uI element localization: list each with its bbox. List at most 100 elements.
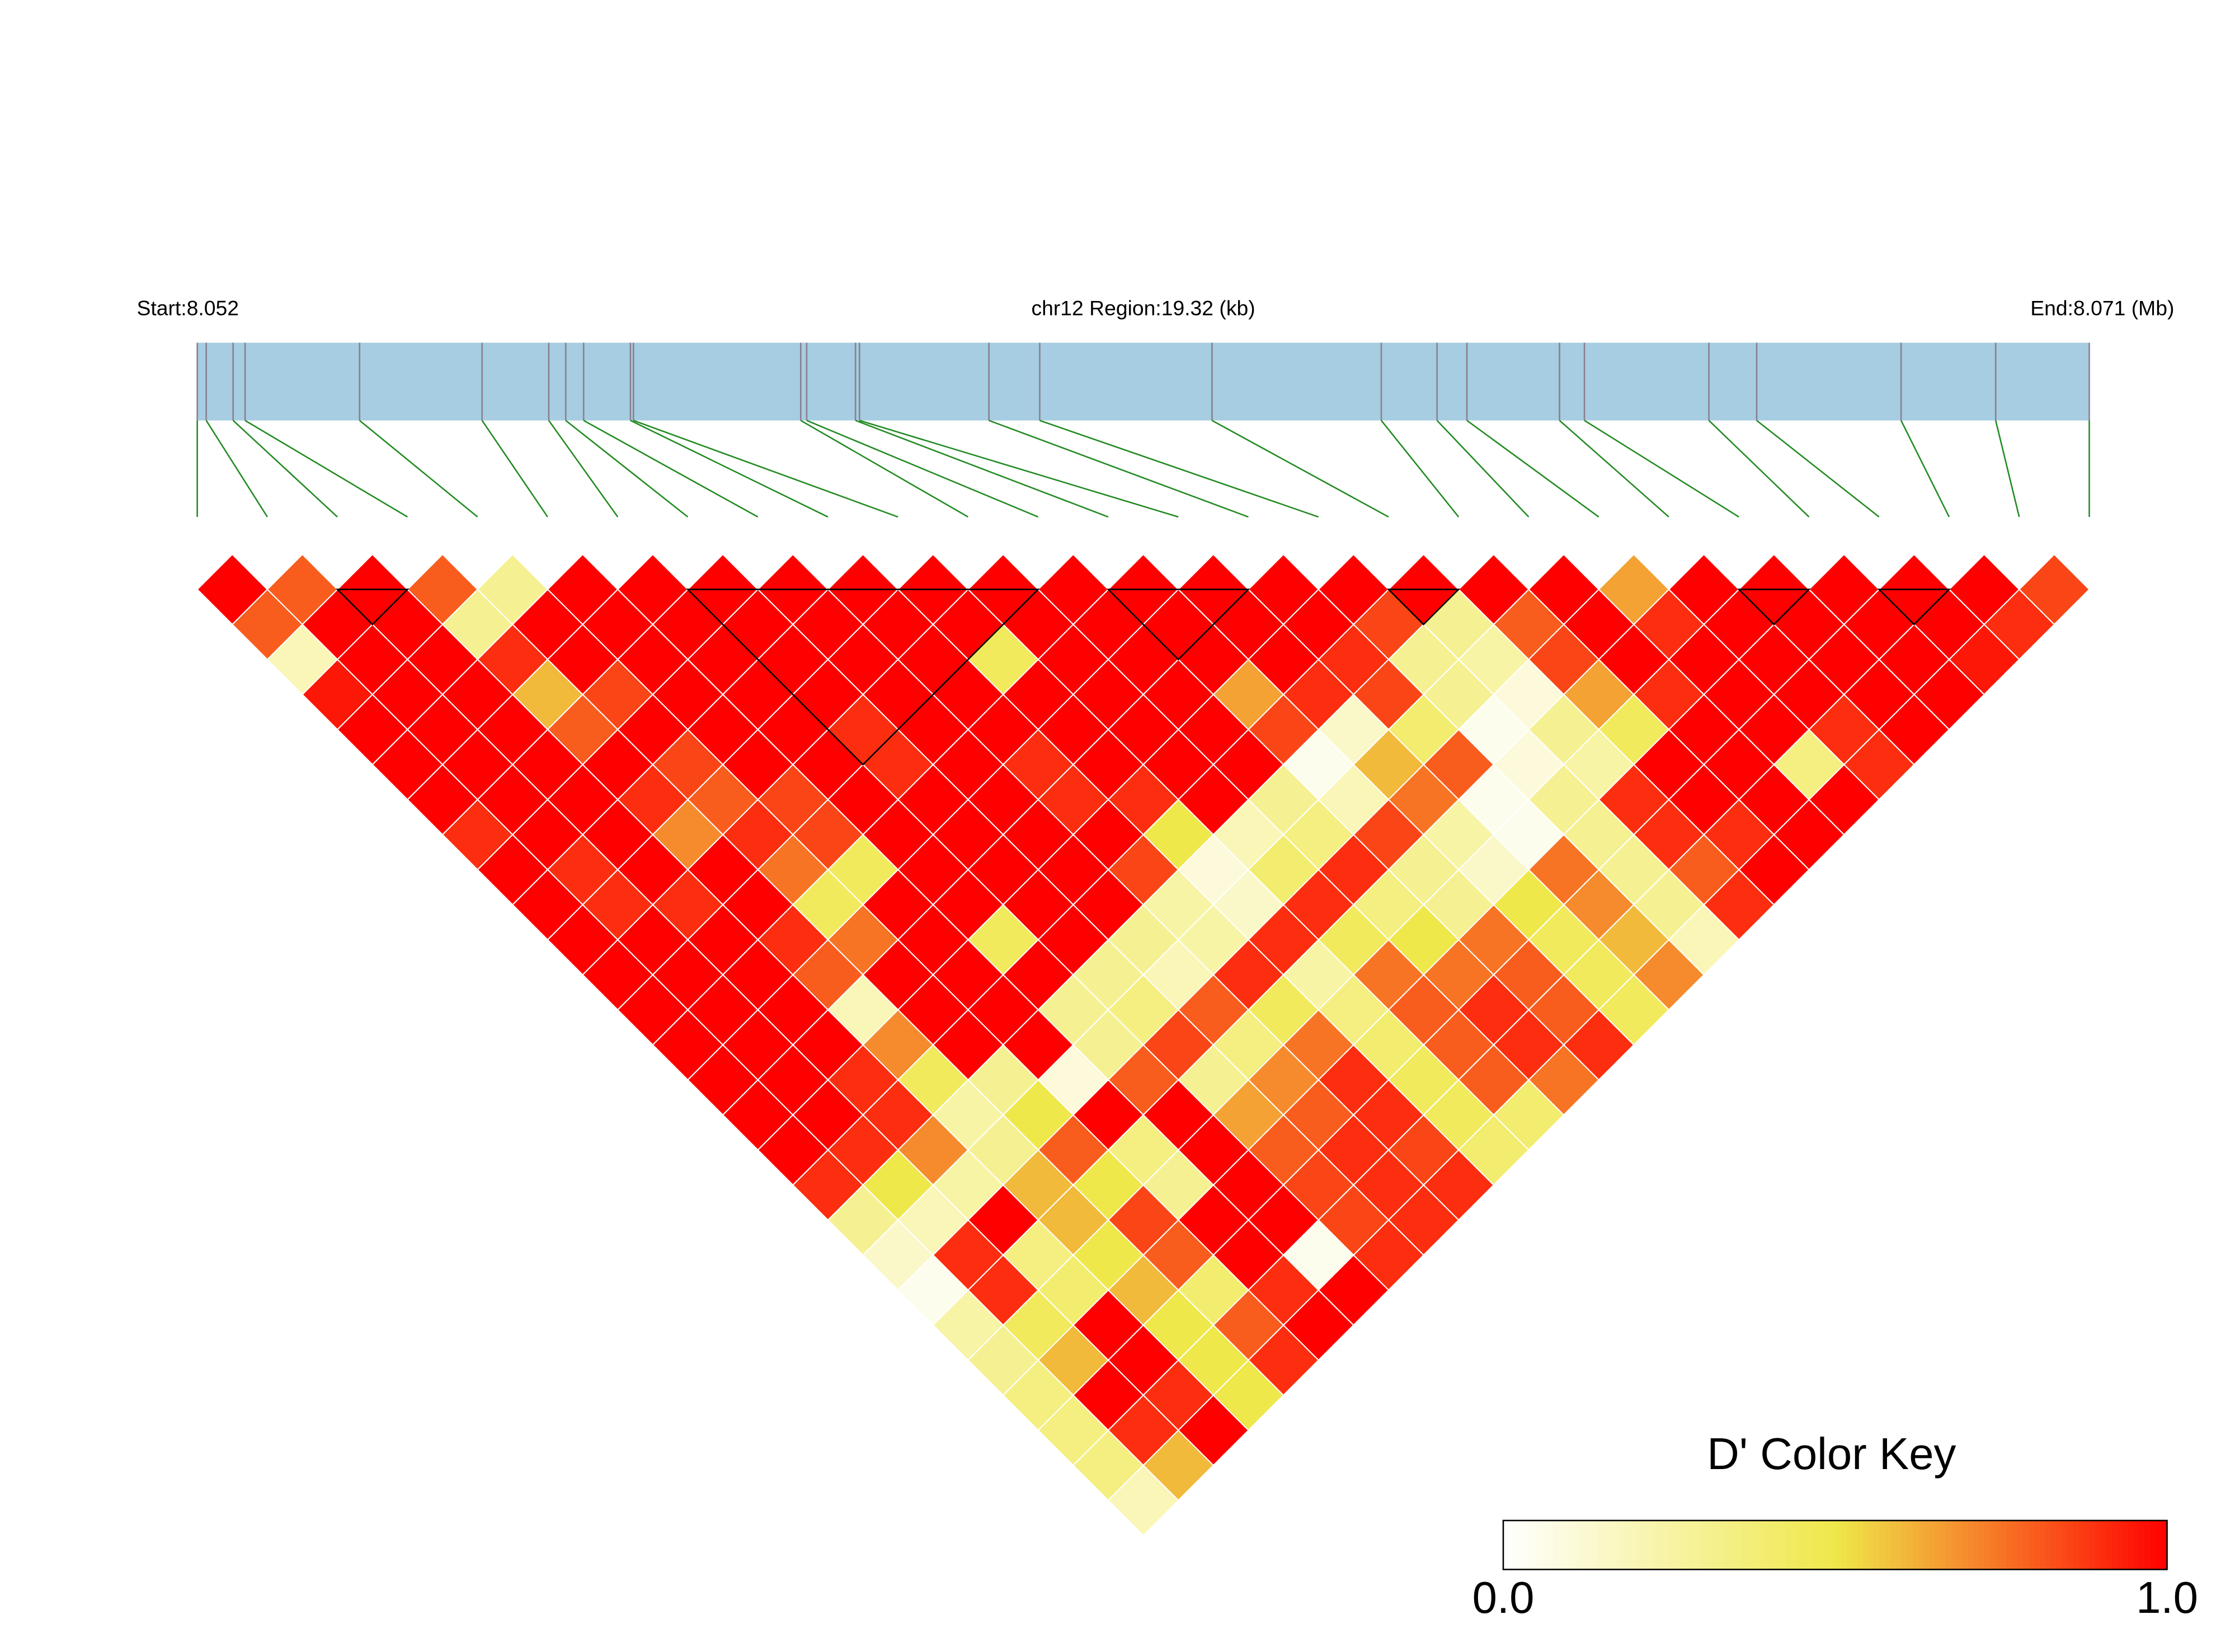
color-key-step <box>1763 1520 1770 1570</box>
color-key-step <box>1508 1520 1515 1570</box>
snp-connector <box>583 420 759 518</box>
color-key-step <box>1929 1520 1936 1570</box>
color-key-step <box>2040 1520 2046 1570</box>
color-key-step <box>1719 1520 1725 1570</box>
color-key-label: 1.0 <box>2136 1573 2198 1622</box>
color-key-step <box>1780 1520 1786 1570</box>
color-key-step <box>1569 1520 1576 1570</box>
snp-connector <box>1380 420 1460 517</box>
ld-block <box>1106 589 1250 661</box>
snp-connector <box>359 420 478 518</box>
color-key-step <box>1553 1520 1559 1570</box>
color-key-step <box>2150 1520 2157 1570</box>
color-key-step <box>1796 1520 1803 1570</box>
color-key-step <box>1630 1520 1637 1570</box>
color-key-step <box>2078 1520 2085 1570</box>
color-key-step <box>1663 1520 1670 1570</box>
ld-block <box>1737 589 1811 626</box>
color-key-step <box>1602 1520 1609 1570</box>
color-key-step <box>1813 1520 1819 1570</box>
color-key-step <box>1935 1520 1941 1570</box>
color-key-step <box>2106 1520 2112 1570</box>
color-key-step <box>1597 1520 1604 1570</box>
color-key-step <box>1564 1520 1570 1570</box>
color-key-step <box>1503 1520 1509 1570</box>
gene-bar <box>197 342 2090 421</box>
color-key-step <box>1874 1520 1880 1570</box>
snp-connector <box>205 420 268 517</box>
color-key-step <box>1885 1520 1891 1570</box>
color-key-step <box>1757 1520 1764 1570</box>
color-key-step <box>1818 1520 1825 1570</box>
color-key-step <box>1536 1520 1543 1570</box>
ld-cell <box>1107 1464 1179 1537</box>
color-key-step <box>1652 1520 1659 1570</box>
color-key-step <box>1647 1520 1654 1570</box>
color-key-step <box>1973 1520 1980 1570</box>
color-key-step <box>1835 1520 1842 1570</box>
color-key-step <box>1575 1520 1582 1570</box>
color-key-step <box>1907 1520 1913 1570</box>
snp-connector <box>481 420 548 517</box>
color-key-step <box>2073 1520 2079 1570</box>
region-label: chr12 Region:19.32 (kb) <box>1032 296 1255 319</box>
start-label: Start:8.052 <box>137 296 239 319</box>
color-key-step <box>2056 1520 2063 1570</box>
snp-connector <box>806 420 1039 518</box>
color-key-step <box>1519 1520 1526 1570</box>
color-key-step <box>2134 1520 2140 1570</box>
color-key-step <box>1979 1520 1985 1570</box>
color-key-step <box>1801 1520 1808 1570</box>
color-key-step <box>1669 1520 1676 1570</box>
color-key-step <box>2111 1520 2118 1570</box>
color-key-title: D' Color Key <box>1707 1429 1956 1479</box>
color-key-step <box>1619 1520 1626 1570</box>
snp-connector <box>1900 420 1950 517</box>
ld-block <box>686 589 1040 766</box>
ld-block <box>336 589 410 626</box>
color-key-step <box>1686 1520 1692 1570</box>
color-key-step <box>2156 1520 2162 1570</box>
color-key-step <box>2023 1520 2030 1570</box>
color-key-step <box>1542 1520 1549 1570</box>
color-key-step <box>2128 1520 2135 1570</box>
color-key-step <box>1990 1520 1997 1570</box>
ld-block <box>1877 589 1951 626</box>
color-key-step <box>1923 1520 1930 1570</box>
color-key-step <box>2090 1520 2096 1570</box>
snp-connector <box>633 420 898 518</box>
snp-connector <box>1436 420 1530 517</box>
color-key-step <box>2012 1520 2018 1570</box>
color-key-step <box>1730 1520 1737 1570</box>
color-key-step <box>1984 1520 1991 1570</box>
color-key-step <box>1768 1520 1775 1570</box>
color-key-step <box>1707 1520 1714 1570</box>
color-key-step <box>1752 1520 1758 1570</box>
color-key-step <box>1862 1520 1869 1570</box>
color-key-step <box>1829 1520 1836 1570</box>
color-key-step <box>1940 1520 1947 1570</box>
color-key-step <box>1912 1520 1919 1570</box>
color-key-step <box>1625 1520 1631 1570</box>
snp-connector <box>1466 420 1599 518</box>
color-key-step <box>1702 1520 1709 1570</box>
snp-connector <box>1559 420 1669 518</box>
snp-connector <box>855 420 1109 518</box>
color-key-step <box>1586 1520 1593 1570</box>
color-key-step <box>1691 1520 1698 1570</box>
snp-connector <box>1708 420 1810 517</box>
color-key-step <box>2029 1520 2035 1570</box>
color-key-step <box>1807 1520 1814 1570</box>
color-key-step <box>1525 1520 1532 1570</box>
color-key-step <box>2084 1520 2091 1570</box>
color-key-step <box>2139 1520 2145 1570</box>
color-key-step <box>1774 1520 1781 1570</box>
color-key-step <box>2001 1520 2007 1570</box>
snp-connector <box>1756 420 1880 518</box>
color-key-step <box>1890 1520 1897 1570</box>
snp-connector <box>800 420 969 518</box>
color-key-step <box>2100 1520 2107 1570</box>
color-key-step <box>1580 1520 1587 1570</box>
color-key-step <box>1658 1520 1664 1570</box>
